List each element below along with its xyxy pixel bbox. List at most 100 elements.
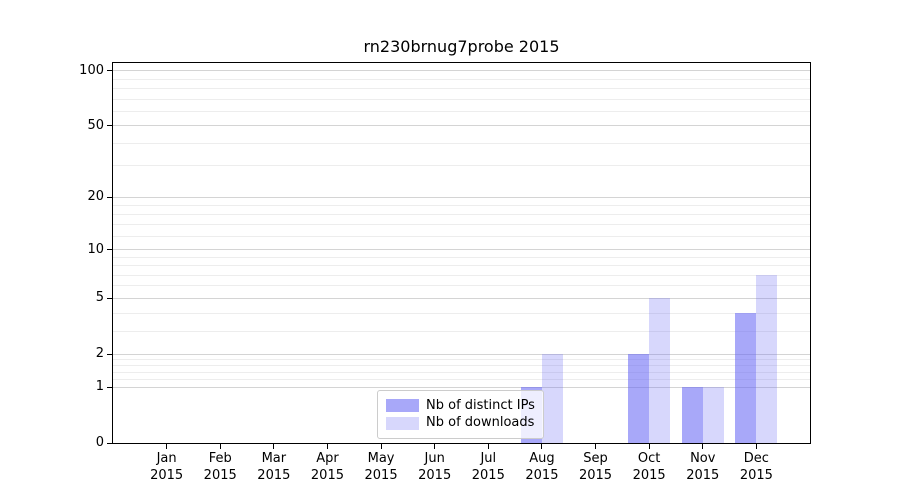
x-tick-label: Oct 2015 [619, 450, 679, 484]
x-tick-month: Jan [156, 451, 177, 466]
x-tick-year: 2015 [364, 468, 398, 483]
legend-item-distinct-ips: Nb of distinct IPs [386, 398, 535, 414]
x-tick-month: Feb [208, 451, 232, 466]
x-tick-mark [648, 444, 650, 449]
bar-nb-of-downloads-nov [702, 387, 724, 443]
legend: Nb of distinct IPs Nb of downloads [377, 390, 544, 439]
x-tick-mark [541, 444, 543, 449]
x-tick-month: Oct [637, 451, 661, 466]
x-tick-year: 2015 [471, 468, 505, 483]
bar-nb-of-downloads-aug [541, 354, 563, 443]
x-tick-mark [702, 444, 704, 449]
y-gridline-minor [113, 142, 810, 144]
y-gridline-major [113, 249, 810, 251]
y-gridline-minor [113, 365, 810, 367]
y-tick-label: 10 [87, 241, 104, 257]
x-tick-month: Jun [424, 451, 445, 466]
x-tick-label: Feb 2015 [190, 450, 250, 484]
y-tick-mark [107, 249, 113, 251]
y-tick-mark [107, 386, 113, 388]
y-tick-label: 2 [95, 346, 104, 362]
legend-item-downloads: Nb of downloads [386, 415, 535, 431]
y-gridline-minor [113, 378, 810, 380]
y-gridline-minor [113, 78, 810, 80]
x-tick-month: Jul [480, 451, 497, 466]
y-gridline-minor [113, 274, 810, 276]
y-gridline-minor [113, 204, 810, 206]
y-tick-mark [107, 70, 113, 72]
y-tick-mark [107, 297, 113, 299]
plot-area [112, 62, 811, 444]
x-tick-year: 2015 [150, 468, 184, 483]
x-tick-mark [166, 444, 168, 449]
x-tick-month: Mar [261, 451, 287, 466]
x-tick-year: 2015 [203, 468, 237, 483]
y-gridline-minor [113, 359, 810, 361]
y-gridline-minor [113, 213, 810, 215]
x-tick-month: Sep [583, 451, 608, 466]
chart-title: rn230brnug7probe 2015 [363, 37, 560, 56]
bar-nb-of-downloads-oct [649, 298, 671, 443]
x-tick-month: May [367, 451, 395, 466]
x-tick-mark [326, 444, 328, 449]
legend-label-downloads: Nb of downloads [426, 415, 535, 431]
legend-swatch-distinct-ips [386, 399, 419, 413]
y-gridline-major [113, 125, 810, 127]
y-gridline-minor [113, 256, 810, 258]
y-gridline-minor [113, 223, 810, 225]
x-tick-year: 2015 [525, 468, 559, 483]
bar-nb-of-distinct-ips-dec [735, 313, 757, 443]
x-tick-mark [755, 444, 757, 449]
y-gridline-major [113, 70, 810, 72]
y-tick-label: 1 [95, 379, 104, 395]
y-gridline-minor [113, 265, 810, 267]
x-tick-label: Sep 2015 [566, 450, 626, 484]
y-gridline-minor [113, 285, 810, 287]
y-tick-label: 100 [79, 62, 104, 78]
y-tick-label: 20 [87, 189, 104, 205]
y-gridline-minor [113, 87, 810, 89]
x-tick-label: Jun 2015 [405, 450, 465, 484]
x-tick-label: May 2015 [351, 450, 411, 484]
y-gridline-major [113, 196, 810, 198]
x-tick-year: 2015 [578, 468, 613, 483]
y-tick-mark [107, 196, 113, 198]
x-tick-year: 2015 [739, 468, 773, 483]
y-gridline-major [113, 297, 810, 299]
x-tick-year: 2015 [632, 468, 666, 483]
x-tick-month: Aug [529, 451, 555, 466]
x-tick-month: Dec [743, 451, 769, 466]
y-gridline-minor [113, 110, 810, 112]
y-tick-mark [107, 125, 113, 127]
x-tick-mark [434, 444, 436, 449]
y-gridline-minor [113, 165, 810, 167]
x-tick-mark [487, 444, 489, 449]
x-tick-label: Dec 2015 [726, 450, 786, 484]
x-tick-year: 2015 [257, 468, 291, 483]
y-gridline-major [113, 353, 810, 355]
y-tick-label: 0 [95, 435, 104, 450]
x-tick-month: Apr [316, 451, 339, 466]
y-gridline-minor [113, 371, 810, 373]
x-tick-year: 2015 [310, 468, 344, 483]
x-tick-label: Aug 2015 [512, 450, 572, 484]
x-tick-year: 2015 [418, 468, 452, 483]
y-gridline-minor [113, 235, 810, 237]
x-tick-month: Nov [690, 451, 716, 466]
bar-nb-of-distinct-ips-nov [681, 387, 703, 443]
x-tick-label: Apr 2015 [297, 450, 357, 484]
y-tick-label: 50 [87, 117, 104, 133]
x-tick-label: Nov 2015 [673, 450, 733, 484]
y-gridline-major [113, 386, 810, 388]
y-gridline-minor [113, 98, 810, 100]
y-tick-mark [107, 442, 113, 444]
x-tick-label: Jul 2015 [458, 450, 518, 484]
y-gridline-minor [113, 312, 810, 314]
x-tick-mark [273, 444, 275, 449]
x-tick-label: Jan 2015 [137, 450, 197, 484]
x-tick-mark [380, 444, 382, 449]
bar-nb-of-downloads-dec [756, 275, 778, 443]
x-tick-label: Mar 2015 [244, 450, 304, 484]
y-tick-label: 5 [95, 290, 104, 306]
